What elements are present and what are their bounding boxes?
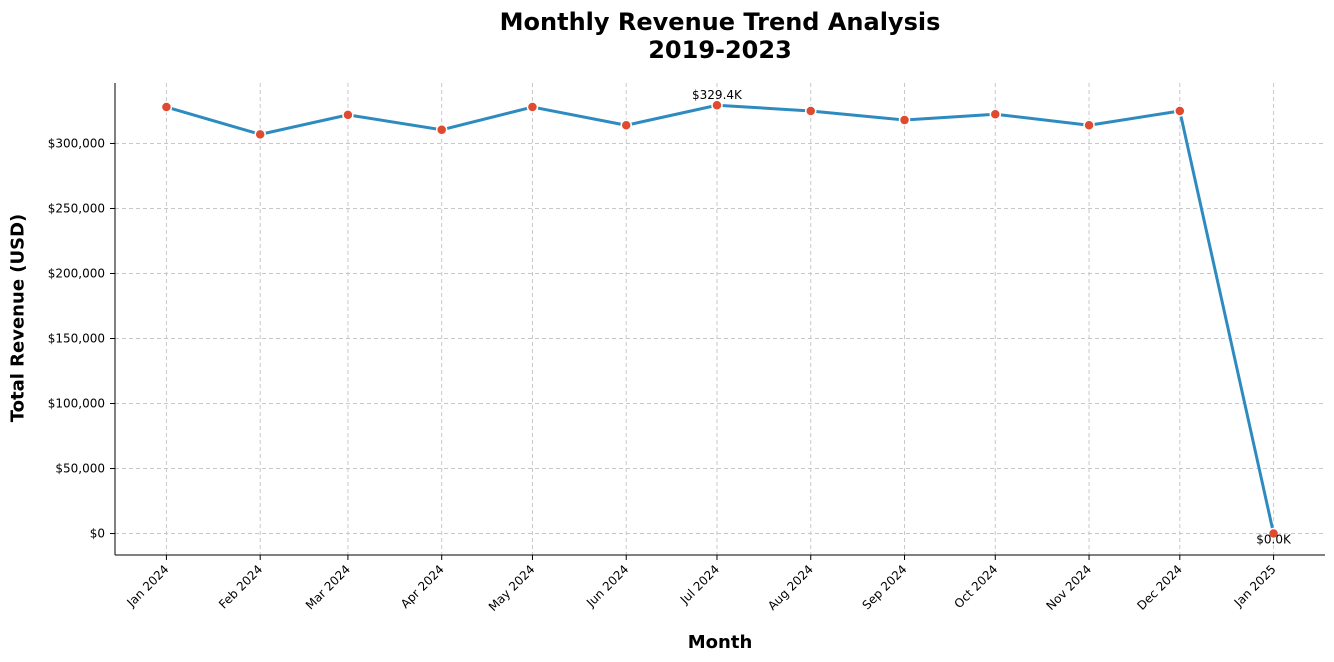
x-tick-label: Feb 2024 — [216, 562, 265, 611]
data-point — [805, 105, 817, 117]
data-label: $0.0K — [1256, 533, 1292, 547]
y-tick-label: $300,000 — [48, 136, 105, 150]
y-tick-label: $250,000 — [48, 201, 105, 215]
x-tick-label: Apr 2024 — [398, 562, 447, 611]
chart-title: Monthly Revenue Trend Analysis — [499, 8, 941, 36]
data-point — [1174, 105, 1186, 117]
y-tick-label: $0 — [90, 527, 105, 541]
data-point — [898, 114, 911, 126]
data-labels: $329.4K $0.0K — [692, 88, 1292, 546]
data-point — [1267, 527, 1280, 540]
data-point — [711, 99, 723, 111]
data-point — [435, 124, 448, 136]
x-axis-label: Month — [687, 632, 753, 653]
x-tick-label: Jan 2025 — [1231, 562, 1279, 610]
data-point — [254, 128, 266, 141]
axes: $0 $50,000 $100,000 $150,000 $200,000 $250,00… — [48, 83, 1325, 614]
x-tick-label: Jan 2024 — [124, 562, 172, 610]
y-tick-label: $50,000 — [55, 462, 105, 476]
x-tick-label: Nov 2024 — [1043, 562, 1094, 613]
x-tick-label: May 2024 — [486, 562, 538, 614]
x-tick-label: Mar 2024 — [303, 562, 353, 612]
x-tick-label: Dec 2024 — [1134, 562, 1185, 613]
y-tick-label: $150,000 — [48, 332, 105, 346]
grid-lines — [115, 83, 1325, 555]
x-tick-label: Jun 2024 — [583, 562, 631, 610]
data-point — [989, 108, 1002, 120]
revenue-series — [160, 99, 1280, 540]
revenue-line — [166, 103, 1276, 534]
data-point — [526, 101, 539, 113]
x-tick-label: Aug 2024 — [765, 562, 816, 613]
x-tick-label: Oct 2024 — [952, 562, 1001, 611]
data-point — [1083, 119, 1095, 132]
y-tick-label: $100,000 — [48, 397, 105, 411]
data-point — [160, 101, 173, 113]
chart-subtitle: 2019-2023 — [648, 36, 792, 64]
data-point — [620, 119, 632, 132]
x-tick-label: Sep 2024 — [859, 562, 909, 612]
data-label: $329.4K — [692, 88, 743, 102]
x-tick-label: Jul 2024 — [677, 562, 722, 607]
y-tick-label: $200,000 — [48, 266, 105, 280]
data-point — [342, 109, 354, 121]
